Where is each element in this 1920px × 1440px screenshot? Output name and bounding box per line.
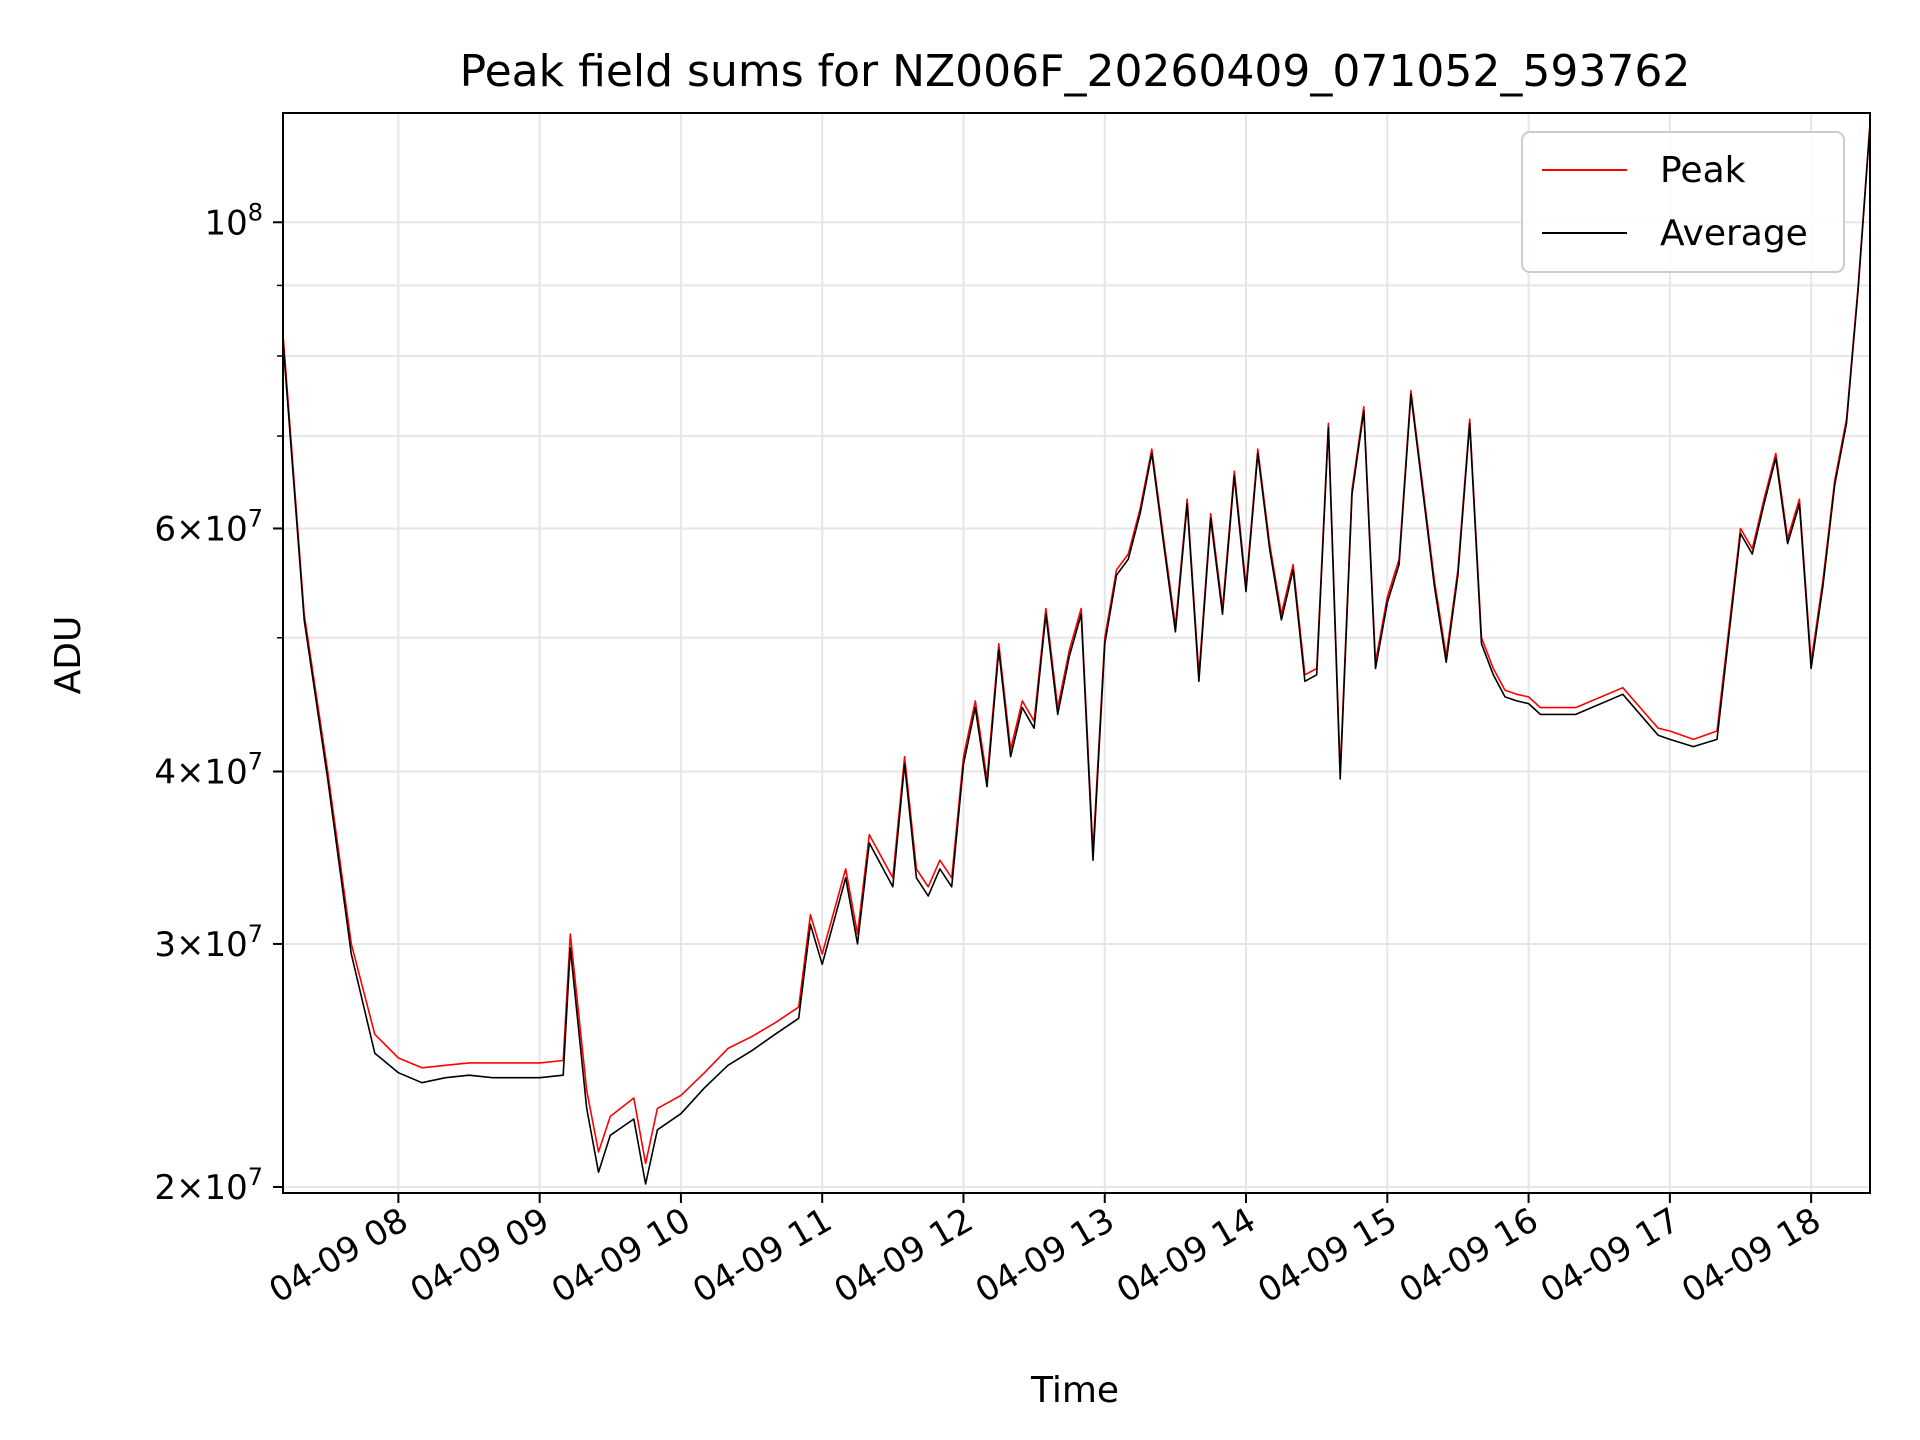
series-line-peak	[282, 123, 1871, 1165]
series-layer	[282, 123, 1871, 1185]
legend-box	[1521, 131, 1845, 273]
legend: Peak Average	[1521, 131, 1845, 273]
y-tick-label: 4×107	[154, 748, 263, 793]
chart-title: Peak field sums for NZ006F_20260409_0710…	[460, 46, 1691, 97]
y-axis-label: ADU	[48, 616, 89, 695]
y-axis: 2×107 3×107 4×107 6×107 108	[154, 198, 283, 1208]
y-tick-label: 6×107	[154, 504, 263, 549]
series-line-average	[282, 125, 1871, 1185]
legend-label-peak: Peak	[1660, 150, 1746, 191]
y-tick-label: 108	[204, 198, 263, 243]
x-axis-label: Time	[1030, 1370, 1119, 1411]
legend-label-average: Average	[1660, 213, 1808, 254]
y-tick-label: 2×107	[154, 1163, 263, 1208]
y-tick-label: 3×107	[154, 920, 263, 965]
plot-area	[282, 112, 1871, 1194]
